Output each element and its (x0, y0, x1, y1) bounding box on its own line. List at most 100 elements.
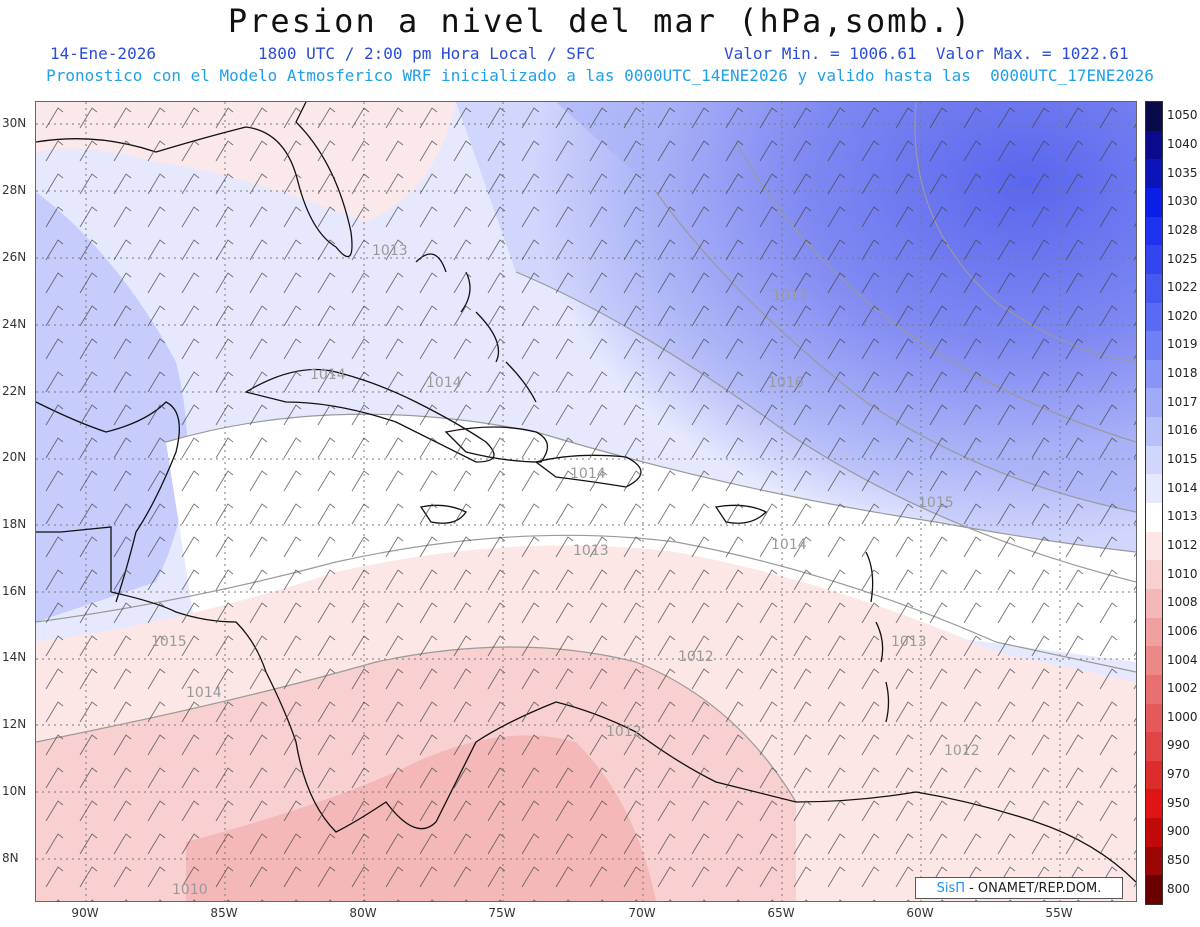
colorbar-label: 990 (1167, 738, 1190, 753)
lat-label: 8N (2, 851, 19, 865)
lat-label: 24N (2, 317, 27, 331)
lat-label: 20N (2, 450, 27, 464)
model-subtitle: Pronostico con el Modelo Atmosferico WRF… (46, 66, 1154, 85)
lat-label: 26N (2, 250, 27, 264)
lat-label: 12N (2, 717, 27, 731)
colorbar-label: 1019 (1167, 337, 1198, 352)
colorbar-label: 1050 (1167, 108, 1198, 123)
isobar-label: 1014 (310, 367, 346, 383)
min-max-values: Valor Min. = 1006.61 Valor Max. = 1022.6… (724, 44, 1129, 63)
forecast-date: 14-Ene-2026 (50, 44, 156, 63)
colorbar-cell (1146, 760, 1162, 790)
colorbar-label: 1008 (1167, 595, 1198, 610)
lon-label: 85W (210, 906, 238, 920)
lat-label: 28N (2, 183, 27, 197)
colorbar-cell (1146, 388, 1162, 418)
colorbar-label: 950 (1167, 795, 1190, 810)
colorbar-cell (1146, 789, 1162, 819)
colorbar-label: 1040 (1167, 136, 1198, 151)
pressure-colorbar (1145, 101, 1163, 905)
isobar-label: 1012 (944, 743, 980, 759)
colorbar-cell (1146, 359, 1162, 389)
isobar-label: 1015 (918, 495, 954, 511)
colorbar-label: 1012 (1167, 537, 1198, 552)
colorbar-label: 800 (1167, 881, 1190, 896)
colorbar-label: 1006 (1167, 623, 1198, 638)
brand-logo: SisΠ (936, 880, 966, 896)
colorbar-cell (1146, 846, 1162, 876)
colorbar-label: 1020 (1167, 308, 1198, 323)
colorbar-label: 1016 (1167, 423, 1198, 438)
isobar-label: 1015 (151, 634, 187, 650)
wind-barbs (36, 102, 1136, 901)
colorbar-cell (1146, 130, 1162, 160)
lon-label: 80W (349, 906, 377, 920)
colorbar-cell (1146, 187, 1162, 218)
lat-label: 22N (2, 384, 27, 398)
lon-label: 70W (628, 906, 656, 920)
lat-label: 10N (2, 784, 27, 798)
colorbar-cell (1146, 531, 1162, 561)
colorbar-cell (1146, 417, 1162, 447)
colorbar-label: 1013 (1167, 509, 1198, 524)
colorbar-label: 1030 (1167, 194, 1198, 209)
colorbar-cell (1146, 646, 1162, 676)
colorbar-cell (1146, 302, 1162, 332)
colorbar-label: 1010 (1167, 566, 1198, 581)
colorbar-cell (1146, 503, 1162, 533)
colorbar-cell (1146, 445, 1162, 475)
isobar-label: 1010 (172, 882, 208, 898)
colorbar-cell (1146, 588, 1162, 619)
colorbar-label: 1022 (1167, 280, 1198, 295)
lat-label: 14N (2, 650, 27, 664)
colorbar-cell (1146, 102, 1162, 132)
colorbar-cell (1146, 273, 1162, 303)
colorbar-label: 1017 (1167, 394, 1198, 409)
isobar-label: 1014 (426, 375, 462, 391)
isobar-label: 1014 (570, 466, 606, 482)
colorbar-cell (1146, 617, 1162, 647)
colorbar-cell (1146, 732, 1162, 762)
forecast-time: 1800 UTC / 2:00 pm Hora Local / SFC (258, 44, 596, 63)
lon-label: 60W (906, 906, 934, 920)
credit-box: SisΠ - ONAMET/REP.DOM. (915, 877, 1123, 899)
lon-label: 55W (1045, 906, 1073, 920)
colorbar-cell (1146, 331, 1162, 361)
colorbar-label: 1018 (1167, 366, 1198, 381)
colorbar-label: 1002 (1167, 681, 1198, 696)
isobar-label: 1014 (771, 537, 807, 553)
lon-label: 65W (767, 906, 795, 920)
isobar-label: 1014 (186, 685, 222, 701)
colorbar-cell (1146, 703, 1162, 733)
lat-label: 16N (2, 584, 27, 598)
colorbar-cell (1146, 875, 1162, 905)
isobar-label: 1013 (573, 543, 609, 559)
colorbar-label: 1028 (1167, 222, 1198, 237)
isobar-label: 1012 (606, 724, 642, 740)
colorbar-label: 970 (1167, 767, 1190, 782)
chart-title: Presion a nivel del mar (hPa,somb.) (227, 2, 973, 40)
colorbar-label: 850 (1167, 853, 1190, 868)
colorbar-cell (1146, 159, 1162, 189)
isobar-label: 1012 (678, 649, 714, 665)
pressure-map (35, 101, 1137, 902)
colorbar-label: 1000 (1167, 709, 1198, 724)
isobar-label: 1017 (772, 288, 808, 304)
isobar-label: 1013 (891, 634, 927, 650)
colorbar-cell (1146, 216, 1162, 246)
colorbar-label: 1035 (1167, 165, 1198, 180)
isobar-label: 1016 (768, 375, 804, 391)
colorbar-cell (1146, 560, 1162, 590)
colorbar-cell (1146, 474, 1162, 504)
lat-label: 18N (2, 517, 27, 531)
lat-label: 30N (2, 116, 27, 130)
lon-label: 90W (71, 906, 99, 920)
colorbar-label: 1014 (1167, 480, 1198, 495)
colorbar-cell (1146, 674, 1162, 704)
colorbar-label: 1015 (1167, 452, 1198, 467)
colorbar-label: 1004 (1167, 652, 1198, 667)
colorbar-cell (1146, 245, 1162, 275)
credit-org: - ONAMET/REP.DOM. (969, 880, 1102, 896)
lon-label: 75W (488, 906, 516, 920)
colorbar-label: 1025 (1167, 251, 1198, 266)
